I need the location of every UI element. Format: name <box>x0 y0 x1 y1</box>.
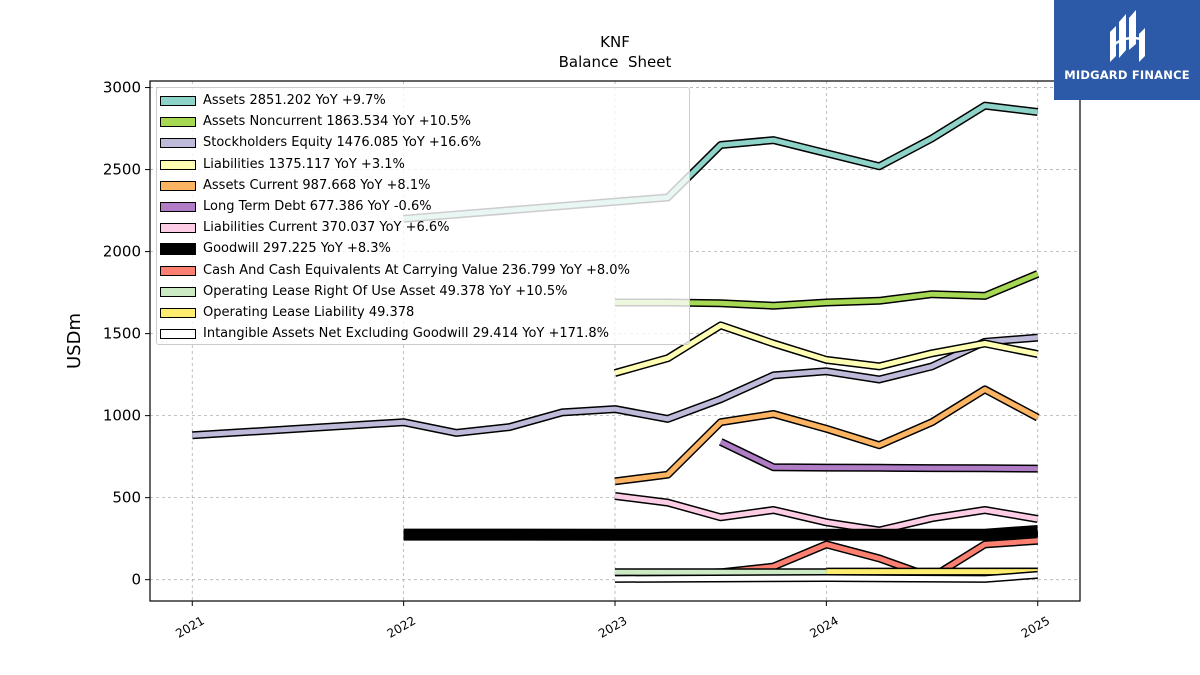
series-line-liabilities <box>614 322 1039 376</box>
midgard-logo-icon <box>1110 10 1145 62</box>
legend-label: Assets Current 987.668 YoY +8.1% <box>203 177 431 193</box>
y-tick-label: 2500 <box>103 161 141 179</box>
legend-label: Operating Lease Right Of Use Asset 49.37… <box>203 283 568 299</box>
legend-label: Long Term Debt 677.386 YoY -0.6% <box>203 199 432 214</box>
y-tick-label: 1500 <box>103 325 141 343</box>
series-line-intangible-assets-net-excluding-goodwill <box>614 572 1038 582</box>
x-tick-label: 2021 <box>173 613 206 640</box>
x-tick-label: 2022 <box>385 613 418 640</box>
legend-label: Intangible Assets Net Excluding Goodwill… <box>203 326 609 342</box>
legend-swatch <box>160 138 196 149</box>
series-line-long-term-debt <box>719 439 1038 472</box>
brand-logo: MIDGARD FINANCE <box>1054 0 1200 100</box>
legend-swatch <box>160 117 196 128</box>
y-tick-label: 2000 <box>103 243 141 261</box>
legend-swatch <box>160 286 196 297</box>
legend-swatch <box>160 223 196 234</box>
series-line-goodwill <box>403 526 1039 540</box>
x-axis: 2021 2022 2023 2024 2025 <box>173 601 1052 641</box>
series-line-liabilities-current <box>614 493 1039 533</box>
legend-swatch <box>160 202 196 212</box>
legend-label: Liabilities Current 370.037 YoY +6.6% <box>203 220 450 236</box>
x-tick-label: 2025 <box>1019 613 1052 640</box>
legend-label: Assets Noncurrent 1863.534 YoY +10.5% <box>203 114 471 130</box>
legend-label: Liabilities 1375.117 YoY +3.1% <box>203 156 405 172</box>
y-tick-label: 500 <box>112 489 141 507</box>
x-tick-label: 2023 <box>596 613 629 640</box>
chart-legend: Assets 2851.202 YoY +9.7% Assets Noncurre… <box>156 87 690 345</box>
legend-label: Operating Lease Liability 49.378 <box>203 305 415 320</box>
legend-swatch <box>160 265 196 276</box>
chart-title: KNF <box>600 33 630 51</box>
legend-swatch <box>160 180 196 191</box>
legend-swatch <box>160 96 196 106</box>
legend-swatch <box>160 159 196 170</box>
legend-label: Assets 2851.202 YoY +9.7% <box>203 93 386 108</box>
y-tick-label: 0 <box>131 571 141 589</box>
chart-subtitle: Balance Sheet <box>559 53 672 71</box>
y-axis-label: USDm <box>64 313 85 369</box>
legend-label: Cash And Cash Equivalents At Carrying Va… <box>203 262 630 278</box>
legend-label: Stockholders Equity 1476.085 YoY +16.6% <box>203 135 482 151</box>
y-tick-label: 1000 <box>103 407 141 425</box>
series-line-assets-current <box>614 386 1039 484</box>
y-axis: 0 500 1000 1500 2000 2500 3000 <box>103 79 150 589</box>
series-line-stockholders-equity <box>192 335 1038 438</box>
series-layer <box>192 101 1040 583</box>
legend-label: Goodwill 297.225 YoY +8.3% <box>203 241 391 257</box>
brand-name: MIDGARD FINANCE <box>1064 68 1190 82</box>
x-tick-label: 2024 <box>807 613 840 640</box>
legend-swatch <box>160 329 196 340</box>
legend-swatch <box>160 308 196 318</box>
legend-swatch <box>160 243 196 256</box>
y-tick-label: 3000 <box>103 79 141 97</box>
